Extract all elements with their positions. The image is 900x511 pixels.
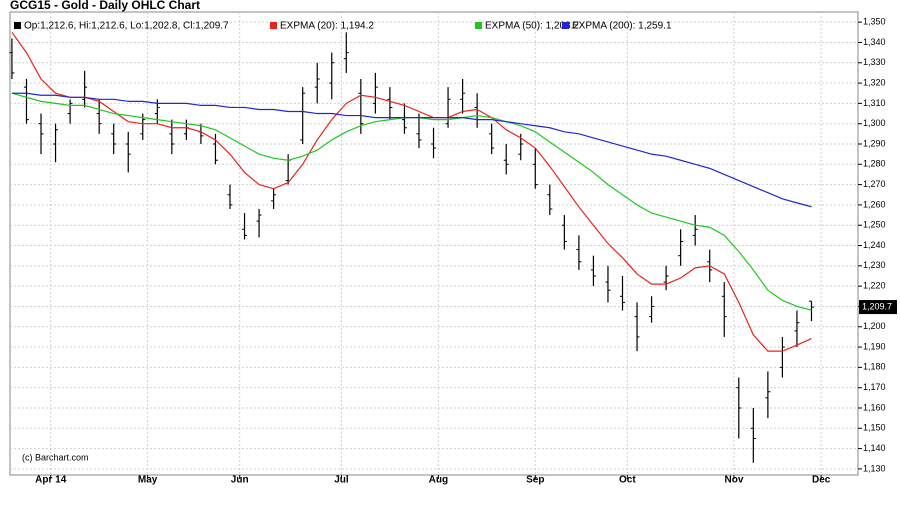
x-tick-label: Nov — [724, 475, 743, 486]
y-tick-label: 1,140 — [863, 443, 886, 453]
y-tick-label: 1,330 — [863, 57, 886, 67]
y-tick-label: 1,190 — [863, 341, 886, 351]
plot-area — [9, 11, 859, 476]
x-tick-label: Sep — [526, 475, 544, 486]
y-tick-label: 1,270 — [863, 179, 886, 189]
y-tick-label: 1,320 — [863, 77, 886, 87]
x-tick-label: Oct — [619, 475, 636, 486]
legend-label: Op:1,212.6, Hi:1,212.6, Lo:1,202.8, Cl:1… — [24, 21, 229, 32]
y-tick-label: 1,350 — [863, 17, 886, 27]
legend-swatch — [562, 22, 569, 29]
y-tick-label: 1,280 — [863, 159, 886, 169]
y-tick-label: 1,240 — [863, 240, 886, 250]
legend-swatch — [14, 22, 21, 29]
y-tick-label: 1,260 — [863, 199, 886, 209]
y-tick-label: 1,220 — [863, 281, 886, 291]
ema-line — [11, 31, 812, 352]
legend-label: EXPMA (200): 1,259.1 — [572, 21, 672, 32]
legend-swatch — [270, 22, 277, 29]
x-tick-label: Dec — [812, 475, 831, 486]
x-tick-label: Aug — [429, 475, 448, 486]
legend-label: EXPMA (20): 1,194.2 — [280, 21, 374, 32]
x-tick-label: Apr 14 — [35, 475, 67, 486]
y-tick-label: 1,250 — [863, 220, 886, 230]
credit: (c) Barchart.com — [22, 452, 89, 462]
legend-label: EXPMA (50): 1,208.2 — [485, 21, 579, 32]
y-tick-label: 1,230 — [863, 260, 886, 270]
legend-swatch — [475, 22, 482, 29]
y-tick-label: 1,290 — [863, 138, 886, 148]
y-tick-label: 1,180 — [863, 362, 886, 372]
ema-line — [11, 92, 812, 208]
last-price-label: 1,209.7 — [862, 301, 892, 311]
x-tick-label: Jul — [334, 475, 349, 486]
chart-title: GCG15 - Gold - Daily OHLC Chart — [10, 0, 200, 12]
y-tick-label: 1,150 — [863, 423, 886, 433]
y-tick-label: 1,130 — [863, 463, 886, 473]
y-tick-label: 1,340 — [863, 37, 886, 47]
y-tick-label: 1,200 — [863, 321, 886, 331]
y-tick-label: 1,170 — [863, 382, 886, 392]
y-tick-label: 1,160 — [863, 402, 886, 412]
last-price-box — [859, 300, 897, 315]
x-tick-label: Jun — [231, 475, 249, 486]
x-tick-label: May — [138, 475, 158, 486]
y-tick-label: 1,310 — [863, 98, 886, 108]
y-tick-label: 1,300 — [863, 118, 886, 128]
